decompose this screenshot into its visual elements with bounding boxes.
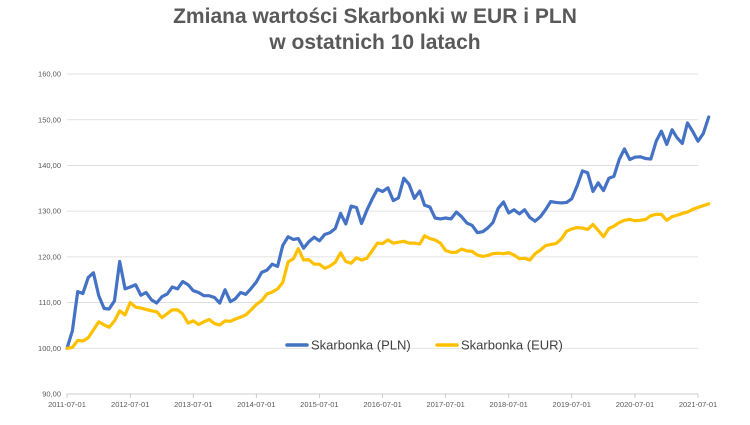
chart-title-line-1: Zmiana wartości Skarbonki w EUR i PLN xyxy=(173,5,577,28)
x-tick-label: 2019-07-01 xyxy=(553,400,591,409)
y-tick-label: 110,00 xyxy=(39,298,61,307)
y-tick-label: 90,00 xyxy=(42,390,61,399)
x-tick-label: 2020-07-01 xyxy=(616,400,654,409)
series-layer xyxy=(65,115,711,350)
x-tick-label: 2014-07-01 xyxy=(237,400,275,409)
x-tick-label: 2021-07-01 xyxy=(679,400,717,409)
x-tick-label: 2011-07-01 xyxy=(48,400,86,409)
y-tick-label: 100,00 xyxy=(38,344,61,353)
x-tick-label: 2012-07-01 xyxy=(111,400,149,409)
series-line-eur xyxy=(65,202,711,350)
y-tick-label: 120,00 xyxy=(38,252,61,261)
chart-title: Zmiana wartości Skarbonki w EUR i PLN w … xyxy=(0,4,750,56)
x-tick-label: 2017-07-01 xyxy=(426,400,464,409)
y-tick-label: 150,00 xyxy=(38,115,61,124)
y-tick-label: 160,00 xyxy=(38,70,61,79)
x-tick-label: 2016-07-01 xyxy=(363,400,401,409)
x-tick-label: 2018-07-01 xyxy=(489,400,527,409)
gridlines xyxy=(67,73,698,395)
chart-title-line-2: w ostatnich 10 latach xyxy=(269,31,481,54)
legend: Skarbonka (PLN) Skarbonka (EUR) xyxy=(285,338,563,353)
legend-label-eur: Skarbonka (EUR) xyxy=(461,338,563,353)
x-axis: 2011-07-01 2012-07-01 2013-07-01 2014-07-01… xyxy=(48,394,717,409)
y-tick-label: 140,00 xyxy=(38,161,61,170)
x-tick-label: 2015-07-01 xyxy=(300,400,338,409)
legend-label-pln: Skarbonka (PLN) xyxy=(311,338,411,353)
series-line-pln xyxy=(65,115,711,350)
y-axis: 90,00 100,00 110,00 120,00 130,00 140,00 150,0… xyxy=(38,70,61,399)
x-tick-label: 2013-07-01 xyxy=(174,400,212,409)
y-tick-label: 130,00 xyxy=(38,207,61,216)
